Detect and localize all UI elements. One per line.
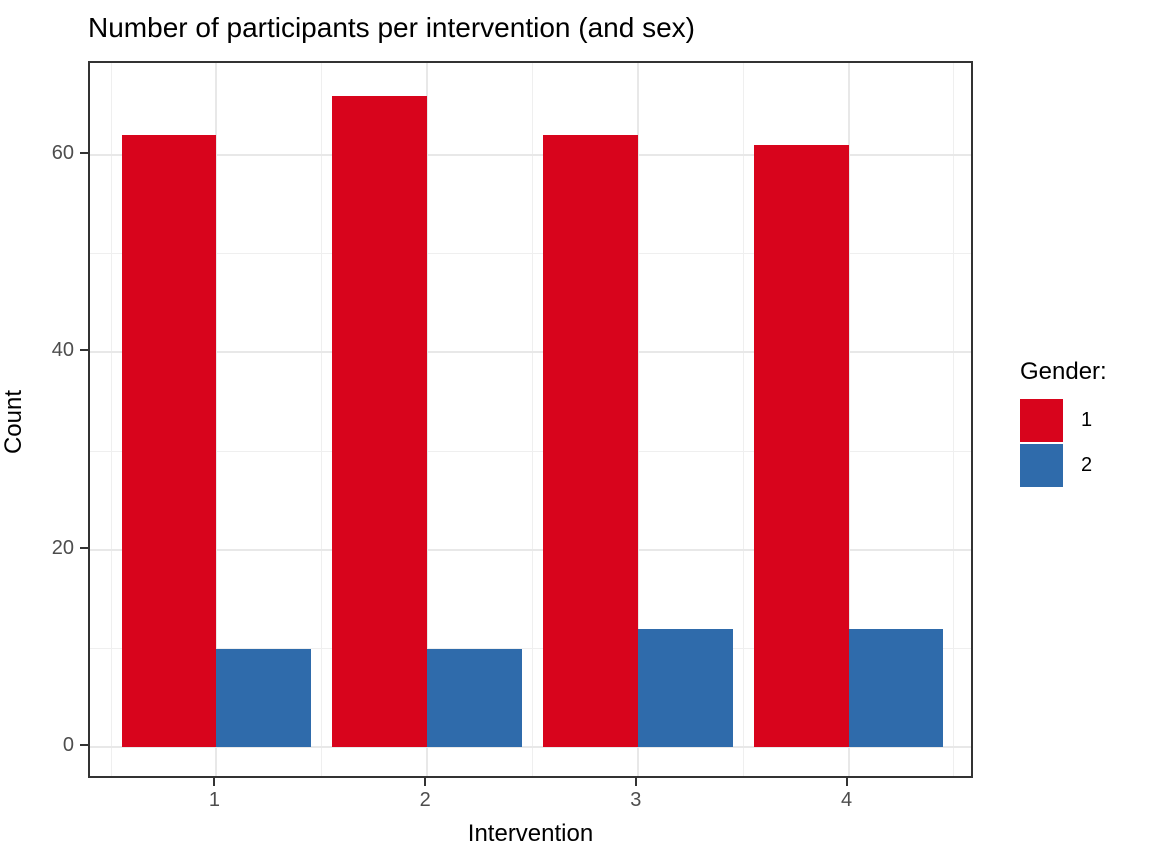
gridline-major-x <box>426 63 429 776</box>
gridline-major-y <box>90 548 971 551</box>
gridline-minor-y <box>90 648 971 650</box>
gridline-minor-y <box>90 450 971 452</box>
y-tick-mark <box>80 546 88 549</box>
gridline-minor-x <box>532 63 533 776</box>
x-tick-mark <box>424 778 427 786</box>
x-tick-mark <box>634 778 637 786</box>
y-tick-label: 0 <box>62 734 74 757</box>
bar-gender-1-intervention-1 <box>121 135 217 748</box>
legend-title: Gender: <box>1020 358 1107 385</box>
y-tick-label: 20 <box>51 536 74 559</box>
gridline-minor-x <box>321 63 323 776</box>
bar-gender-2-intervention-4 <box>848 628 944 748</box>
y-tick-label: 40 <box>51 339 74 362</box>
plot-panel <box>88 61 973 778</box>
gridline-minor-x <box>953 63 955 776</box>
x-tick-label: 3 <box>630 789 642 811</box>
bar-gender-1-intervention-4 <box>753 144 849 748</box>
y-tick-mark <box>80 151 88 154</box>
gridline-major-y <box>90 746 971 749</box>
bar-gender-2-intervention-2 <box>427 648 522 748</box>
y-tick-mark <box>80 349 88 352</box>
x-axis-title: Intervention <box>467 820 594 847</box>
legend-label: 2 <box>1081 454 1093 476</box>
gridline-major-x <box>215 63 218 776</box>
bar-gender-1-intervention-3 <box>543 135 638 748</box>
y-axis-title: Count <box>0 389 27 455</box>
x-tick-mark <box>213 778 216 786</box>
bar-gender-2-intervention-3 <box>637 628 733 748</box>
gridline-minor-y <box>90 253 971 255</box>
x-tick-mark <box>845 778 848 786</box>
bar-gender-2-intervention-1 <box>216 648 312 748</box>
gridline-major-y <box>90 153 971 156</box>
bar-gender-1-intervention-2 <box>332 95 428 748</box>
gridline-minor-x <box>110 63 112 776</box>
y-tick-label: 60 <box>51 141 74 164</box>
chart-title: Number of participants per intervention … <box>88 12 695 43</box>
legend-swatch-2 <box>1020 444 1063 487</box>
x-tick-label: 1 <box>208 789 220 811</box>
x-tick-label: 4 <box>841 789 853 811</box>
y-tick-mark <box>80 744 88 747</box>
legend-item: 2 <box>1020 444 1107 487</box>
legend-swatch-1 <box>1020 399 1063 442</box>
x-tick-label: 2 <box>419 789 431 811</box>
gridline-major-x <box>636 63 639 776</box>
gridline-minor-x <box>742 63 744 776</box>
gridline-major-x <box>847 63 850 776</box>
gridline-major-y <box>90 351 971 354</box>
legend-label: 1 <box>1081 409 1093 431</box>
legend-item: 1 <box>1020 399 1107 442</box>
